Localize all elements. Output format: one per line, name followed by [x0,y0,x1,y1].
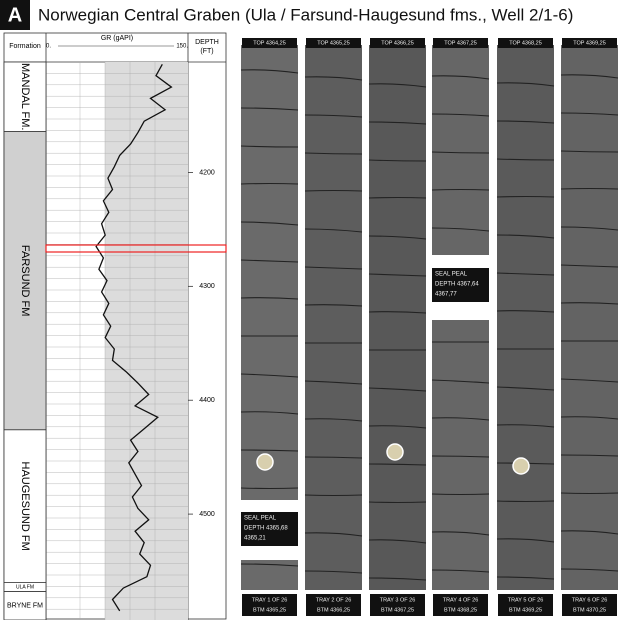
core-top-label: TOP 4368,25 [509,40,542,46]
core-tray-label: TRAY 4 OF 26 [443,597,479,603]
core-plug [257,454,273,470]
core-btm-label: BTM 4367,25 [381,607,414,613]
core-top-label: TOP 4365,25 [317,40,350,46]
seal-label-text: DEPTH 4367,64 [435,282,479,288]
core-tray-label: TRAY 5 OF 26 [508,597,544,603]
core-fracture [561,189,618,190]
core-top-label: TOP 4367,25 [444,40,477,46]
core-photo [497,45,554,590]
core-fracture [241,184,298,185]
depth-header: DEPTH [195,39,219,46]
core-fracture [305,495,362,496]
core-photo [369,45,426,590]
formation-name: ULA FM [16,584,34,590]
core-fracture [241,488,298,489]
core-fracture [432,494,489,495]
title: Norwegian Central Graben (Ula / Farsund-… [38,5,573,24]
core-btm-label: BTM 4370,25 [573,607,606,613]
gr-tick-label: 150. [176,44,188,50]
core-tray-label: TRAY 3 OF 26 [380,597,416,603]
core-tray-label: TRAY 1 OF 26 [252,597,288,603]
core-photo [305,45,362,590]
seal-label-text: 4365,21 [244,536,266,542]
seal-label-text: DEPTH 4365,68 [244,526,288,532]
core-btm-label: BTM 4365,25 [253,607,286,613]
figure: A Norwegian Central Graben (Ula / Farsun… [0,0,618,620]
core-fracture [432,190,489,191]
core-tray-label: TRAY 6 OF 26 [572,597,608,603]
core-plug [513,458,529,474]
panel-letter: A [8,4,22,26]
formation-name: FARSUND FM [19,245,31,317]
core-btm-label: BTM 4369,25 [509,607,542,613]
core-btm-label: BTM 4366,25 [317,607,350,613]
core-fracture [497,501,554,502]
depth-header: (FT) [200,48,213,55]
core-top-label: TOP 4364,25 [253,40,286,46]
core-top-label: TOP 4366,25 [381,40,414,46]
formation-name: BRYNE FM [7,603,43,610]
core-fracture [369,198,426,199]
seal-label-text: 4367,77 [435,292,457,298]
core-fracture [561,493,618,494]
core-btm-label: BTM 4368,25 [444,607,477,613]
core-tray-label: TRAY 2 OF 26 [316,597,352,603]
depth-label: 4400 [199,397,215,404]
gr-label: GR (gAPI) [101,35,133,42]
seal-label-text: SEAL PEAL [244,516,277,522]
formation-name: HAUGESUND FM [19,462,31,551]
gr-tick-label: 0. [46,44,51,50]
seal-label-text: SEAL PEAL [435,272,468,278]
core-fracture [497,197,554,198]
gr-shading [105,62,188,620]
core-photo [561,45,618,590]
formation-name: MANDAL FM. [19,63,31,130]
depth-label: 4200 [199,169,215,176]
formation-header: Formation [9,43,41,50]
core-top-label: TOP 4369,25 [573,40,606,46]
core-fracture [305,191,362,192]
depth-label: 4300 [199,283,215,290]
depth-label: 4500 [199,511,215,518]
core-fracture [369,502,426,503]
core-plug [387,444,403,460]
